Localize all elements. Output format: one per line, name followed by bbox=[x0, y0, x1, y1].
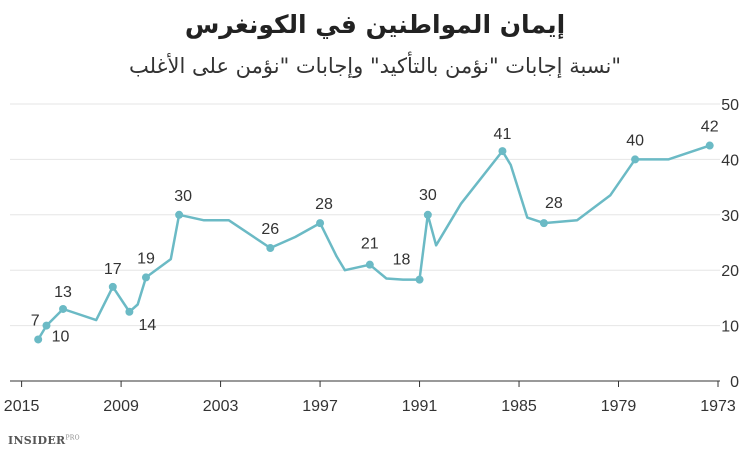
data-point bbox=[266, 244, 275, 253]
data-point bbox=[631, 155, 640, 164]
data-point bbox=[34, 335, 43, 344]
data-label: 30 bbox=[174, 188, 192, 205]
data-point bbox=[415, 275, 424, 284]
data-point bbox=[316, 219, 325, 228]
chart-subtitle: "نسبة إجابات "نؤمن بالتأكيد" وإجابات "نؤ… bbox=[128, 54, 622, 78]
data-point bbox=[59, 304, 68, 313]
data-point bbox=[108, 282, 117, 291]
y-tick-label: 20 bbox=[721, 263, 739, 280]
data-point bbox=[423, 210, 432, 219]
brand-logo: INSIDERPRO bbox=[8, 434, 80, 447]
data-point bbox=[141, 273, 150, 282]
data-point bbox=[498, 147, 507, 156]
x-tick-label: 1991 bbox=[402, 398, 438, 415]
data-label: 21 bbox=[361, 236, 379, 253]
data-label: 40 bbox=[626, 132, 644, 149]
y-tick-label: 0 bbox=[730, 374, 739, 391]
chart-title: إيمان المواطنين في الكونغرس bbox=[184, 10, 566, 39]
x-tick-label: 1997 bbox=[302, 398, 338, 415]
y-tick-label: 40 bbox=[721, 152, 739, 169]
data-point bbox=[125, 307, 134, 316]
data-label: 14 bbox=[138, 317, 156, 334]
data-label: 42 bbox=[701, 119, 719, 136]
data-point bbox=[705, 141, 714, 150]
data-point bbox=[539, 219, 548, 228]
data-point bbox=[175, 210, 184, 219]
y-tick-label: 50 bbox=[721, 97, 739, 114]
x-tick-label: 2009 bbox=[103, 398, 139, 415]
data-label: 26 bbox=[261, 221, 279, 238]
x-tick-label: 1979 bbox=[601, 398, 637, 415]
data-label: 28 bbox=[315, 196, 333, 213]
x-tick-label: 1973 bbox=[700, 398, 736, 415]
data-label: 41 bbox=[494, 126, 512, 143]
y-tick-label: 10 bbox=[721, 319, 739, 336]
y-tick-label: 30 bbox=[721, 208, 739, 225]
data-label: 19 bbox=[137, 250, 155, 267]
data-label: 13 bbox=[54, 284, 72, 301]
x-tick-label: 1985 bbox=[501, 398, 537, 415]
x-tick-label: 2015 bbox=[4, 398, 40, 415]
data-point bbox=[42, 321, 51, 330]
data-label: 30 bbox=[419, 187, 437, 204]
data-label: 28 bbox=[545, 195, 563, 212]
data-label: 17 bbox=[104, 261, 122, 278]
data-label: 18 bbox=[393, 252, 411, 269]
x-tick-label: 2003 bbox=[203, 398, 239, 415]
data-point bbox=[365, 260, 374, 269]
data-label: 10 bbox=[52, 329, 70, 346]
data-label: 7 bbox=[31, 312, 40, 329]
